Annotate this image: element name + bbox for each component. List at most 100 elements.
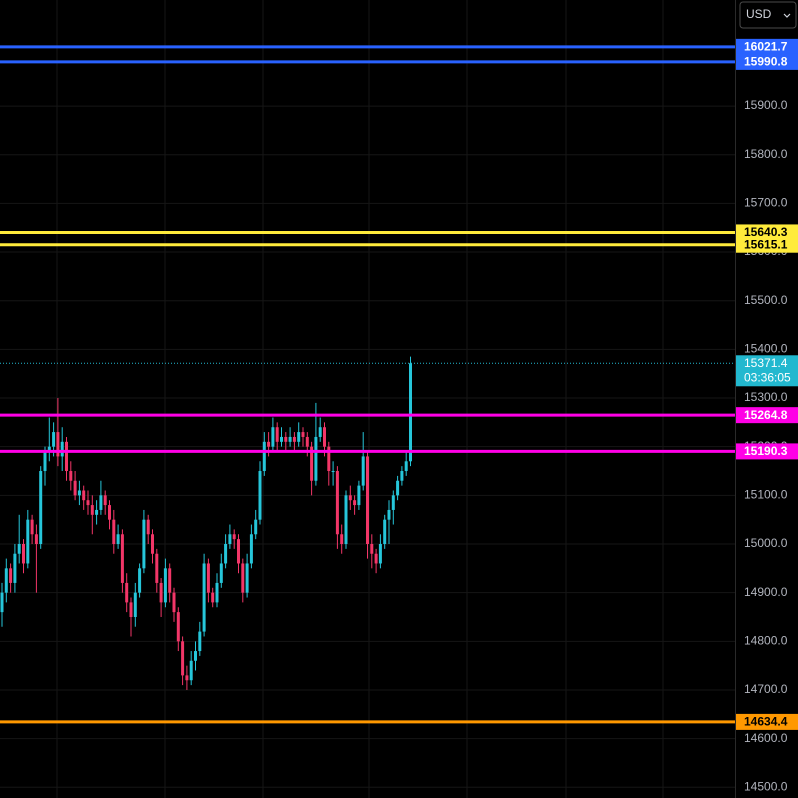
candle-body [39, 471, 43, 545]
candle-body [69, 471, 73, 481]
y-tick-label: 14900.0 [744, 585, 788, 599]
candle-body [361, 456, 365, 486]
candle-body [138, 568, 142, 593]
candle-body [387, 509, 391, 520]
candle-body [206, 563, 210, 593]
candle-body [176, 612, 180, 642]
candle-body [353, 500, 357, 506]
y-tick-label: 15900.0 [744, 98, 788, 112]
last-price-label: 15371.4 [744, 356, 788, 370]
candle-body [112, 519, 116, 545]
candle-body [366, 456, 369, 545]
time-grid [56, 0, 664, 798]
candle-body [189, 660, 193, 681]
y-tick-label: 15800.0 [744, 147, 788, 161]
candle-body [245, 563, 249, 593]
candle-body [288, 436, 292, 442]
candle-body [103, 495, 107, 506]
level-label-bg [736, 443, 798, 460]
candle-body [116, 534, 120, 545]
candle-body [95, 509, 99, 515]
y-tick-label: 15100.0 [744, 488, 788, 502]
candle-body [90, 505, 94, 515]
candle-body [47, 446, 51, 452]
candle-body [215, 582, 219, 603]
level-label: 14634.4 [744, 715, 788, 729]
candle-body [292, 436, 296, 442]
candle-body [26, 519, 30, 564]
candle-body [224, 544, 228, 564]
candle-body [404, 461, 408, 472]
candle-body [82, 490, 86, 501]
candle-body [30, 519, 34, 535]
candle-body [327, 446, 331, 472]
candle-body [378, 544, 382, 564]
level-label-bg [736, 53, 798, 70]
candle-body [271, 427, 275, 447]
currency-label[interactable]: USD [746, 7, 772, 21]
candle-body [323, 427, 326, 447]
candle-body [151, 534, 154, 554]
candle-body [73, 480, 77, 496]
candle-body [0, 592, 4, 613]
candle-body [262, 441, 266, 472]
level-label-bg [736, 224, 798, 241]
candle-body [65, 441, 68, 472]
y-tick-label: 14800.0 [744, 633, 788, 647]
candle-body [331, 471, 335, 473]
candle-body [4, 568, 8, 593]
candle-body [43, 451, 47, 472]
candle-body [185, 675, 189, 681]
candle-body [383, 519, 387, 545]
y-tick-label: 14700.0 [744, 682, 788, 696]
candle-body [400, 471, 404, 481]
y-tick-label: 14600.0 [744, 731, 788, 745]
candle-body [142, 519, 146, 569]
candle-body [172, 592, 176, 613]
candle-body [13, 553, 17, 583]
level-label: 15264.8 [744, 408, 788, 422]
y-tick-label: 15500.0 [744, 293, 788, 307]
candle-body [120, 534, 124, 583]
candle-body [249, 534, 253, 564]
candle-body [348, 495, 352, 501]
candle-body [86, 500, 90, 506]
candle-body [314, 436, 318, 481]
currency-button[interactable]: USD [739, 1, 797, 29]
candle-body [318, 427, 322, 437]
candle-body [202, 563, 206, 632]
candle-body [60, 441, 64, 457]
candle-body [237, 539, 240, 564]
candle-body [17, 544, 21, 554]
candle-body [284, 436, 288, 442]
candle-body [52, 432, 56, 447]
level-label: 15615.1 [744, 237, 788, 251]
candle-body [232, 534, 236, 540]
level-label-bg [736, 407, 798, 424]
candle-body [267, 441, 271, 447]
candle-body [297, 432, 301, 442]
candle-body [357, 485, 361, 506]
level-label-bg [736, 713, 798, 730]
y-tick-label: 14500.0 [744, 779, 788, 793]
candle-body [254, 519, 258, 535]
button-frame[interactable] [739, 1, 797, 29]
candle-body [155, 553, 159, 583]
candle-body [370, 544, 374, 554]
candle-body [409, 363, 412, 462]
y-tick-label: 15400.0 [744, 342, 788, 356]
chevron-icon [783, 13, 791, 18]
level-label: 16021.7 [744, 40, 788, 54]
candle-body [396, 480, 400, 496]
candle-body [310, 446, 314, 481]
candle-body [168, 568, 172, 593]
candle-body [163, 568, 167, 603]
candle-body [211, 592, 215, 603]
candle-body [228, 534, 232, 545]
countdown-label: 03:36:05 [744, 370, 791, 384]
level-label: 15990.8 [744, 55, 788, 69]
last-price-label-bg [736, 355, 798, 387]
candle-body [241, 563, 245, 593]
candle-body [77, 490, 81, 496]
